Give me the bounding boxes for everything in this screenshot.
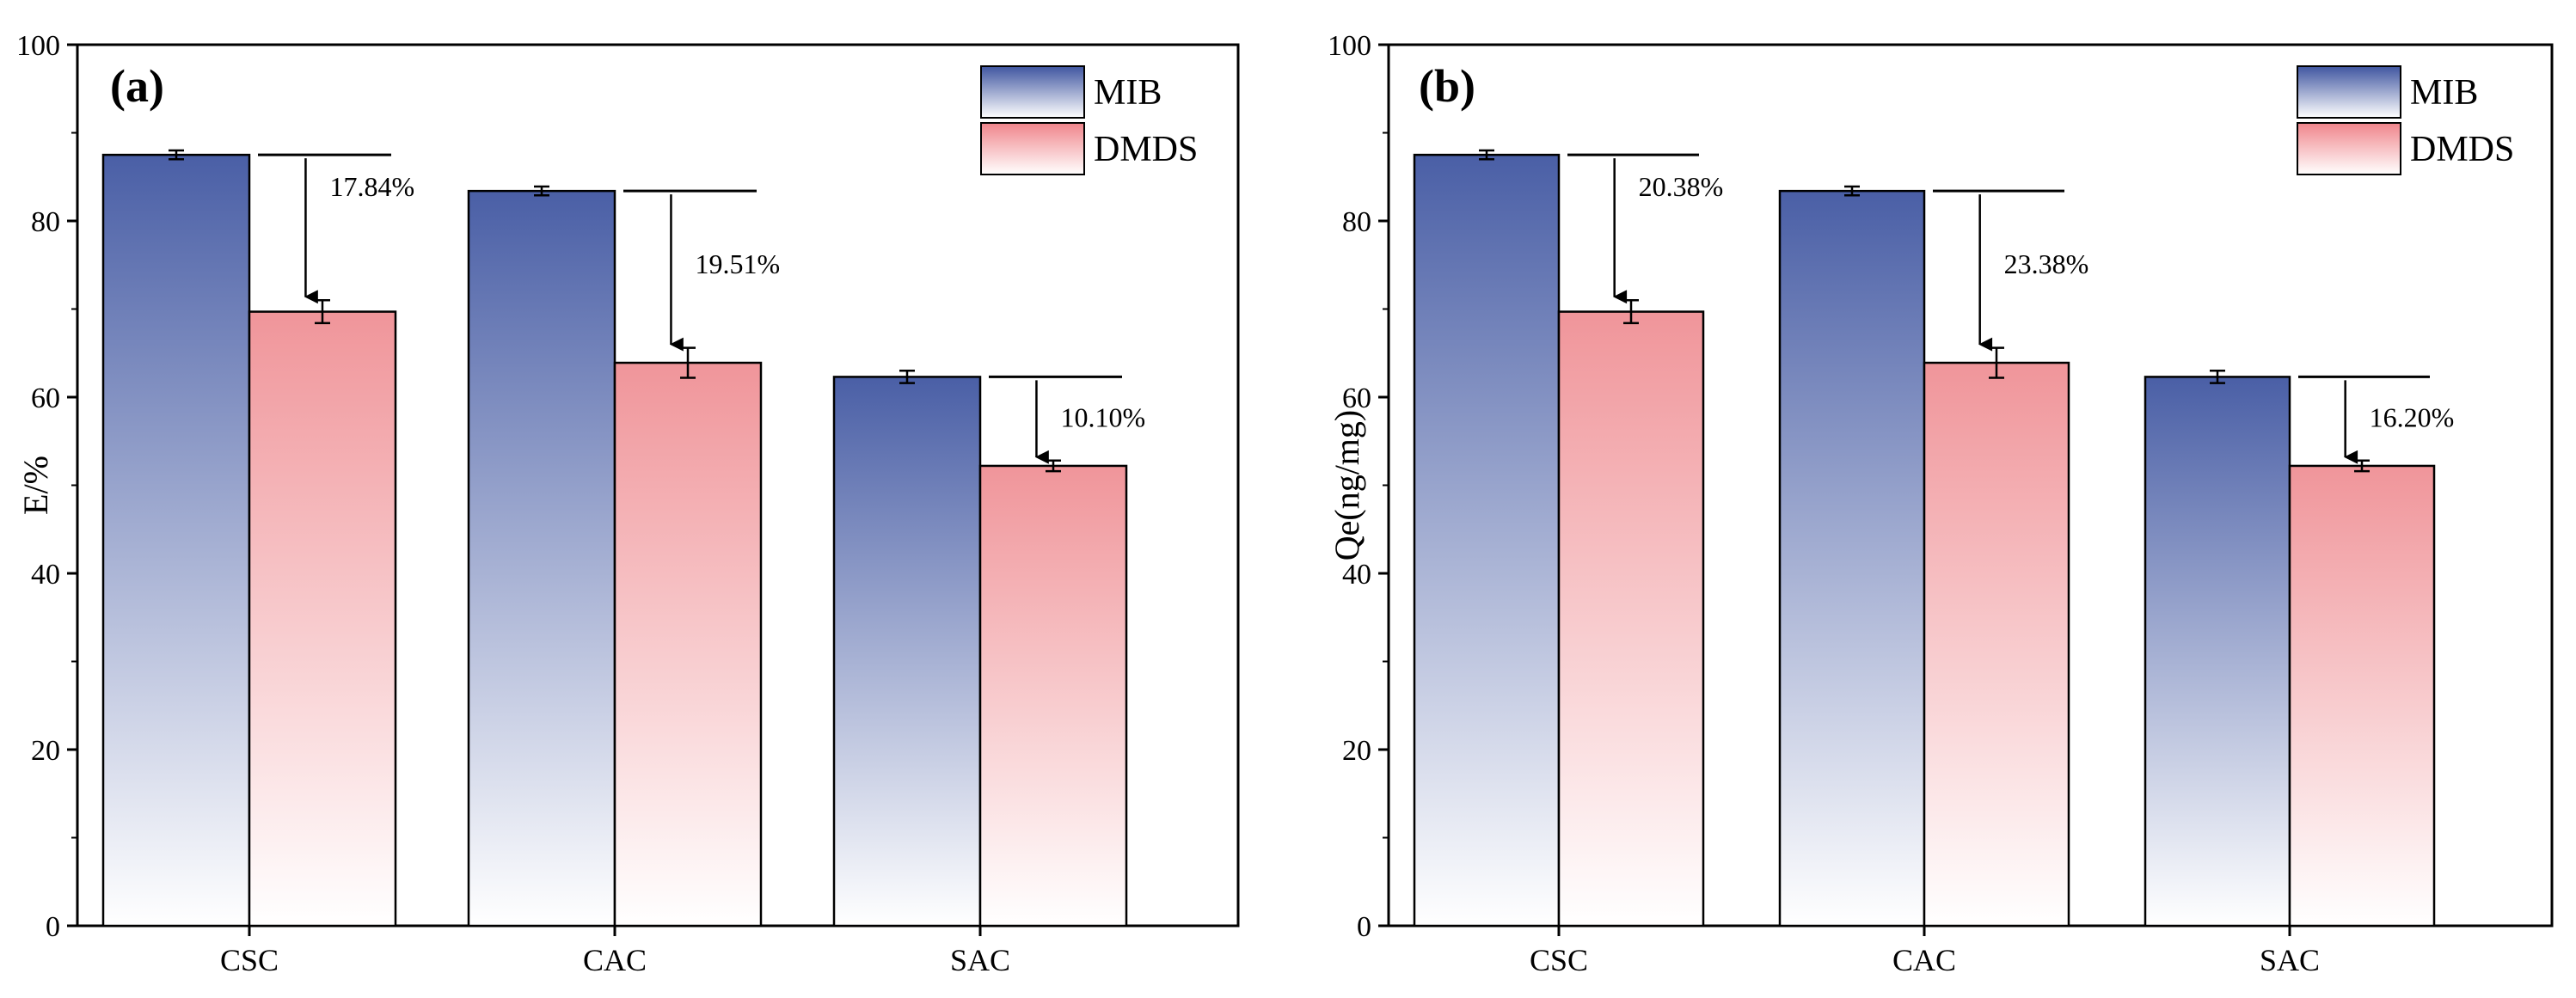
bar-dmds — [613, 361, 763, 928]
legend-label: MIB — [2410, 73, 2478, 113]
bar-mib — [1413, 153, 1561, 928]
y-tick-label: 0 — [46, 911, 60, 943]
bar-mib — [101, 153, 251, 928]
y-tick-label: 80 — [1342, 206, 1371, 238]
panel-label: (a) — [110, 60, 164, 112]
y-tick-label: 20 — [31, 735, 60, 767]
bar-mib — [467, 189, 616, 928]
reduction-label: 16.20% — [2370, 401, 2455, 432]
reduction-label: 19.51% — [695, 248, 780, 279]
legend-label: MIB — [1094, 73, 1162, 113]
legend-swatch-dmds — [980, 122, 1085, 175]
legend-swatch-mib — [2297, 65, 2401, 119]
legend: MIB DMDS — [980, 65, 1198, 175]
reduction-label: 23.38% — [2004, 248, 2089, 279]
bar-dmds — [1923, 361, 2070, 928]
x-tick-label: CAC — [1892, 943, 1956, 977]
y-tick-label: 40 — [31, 559, 60, 591]
y-axis-label: Qe(ng/mg) — [1328, 410, 1366, 561]
reduction-label: 10.10% — [1060, 401, 1145, 432]
y-tick-label: 20 — [1342, 735, 1371, 767]
reduction-label: 17.84% — [329, 171, 414, 202]
x-tick-label: CAC — [583, 943, 647, 977]
y-tick-label: 60 — [1342, 383, 1371, 414]
legend-label: DMDS — [2410, 130, 2514, 169]
reduction-label: 20.38% — [1639, 171, 1724, 202]
x-tick-label: SAC — [2260, 943, 2320, 977]
bar-dmds — [978, 464, 1128, 928]
legend-swatch-mib — [980, 65, 1085, 119]
y-tick-label: 100 — [1328, 30, 1371, 62]
y-tick-label: 0 — [1357, 911, 1371, 943]
y-tick-label: 100 — [16, 30, 60, 62]
y-tick-label: 80 — [31, 206, 60, 238]
chart-panel-b: 0 20 40 60 80 100 Qe(ng/mg) (b) CSC 20.38% CAC 23.3… — [1328, 30, 2554, 977]
bar-dmds — [248, 310, 397, 928]
bar-mib — [1778, 189, 1926, 928]
y-axis-label: E/% — [16, 456, 55, 515]
x-tick-label: CSC — [220, 943, 279, 977]
bar-mib — [832, 376, 982, 928]
x-tick-label: CSC — [1530, 943, 1588, 977]
y-tick-label: 40 — [1342, 559, 1371, 591]
legend-label: DMDS — [1094, 130, 1198, 169]
legend-swatch-dmds — [2297, 122, 2401, 175]
bar-dmds — [2288, 464, 2436, 928]
y-tick-label: 60 — [31, 383, 60, 414]
x-tick-label: SAC — [950, 943, 1010, 977]
bar-dmds — [1557, 310, 1705, 928]
legend: MIB DMDS — [2297, 65, 2514, 175]
panel-label: (b) — [1419, 60, 1475, 112]
chart-panel-a: 0 20 40 60 80 100 E/% (a) CSC 17.84% CAC 19.51% SAC 1… — [16, 30, 1240, 977]
bar-mib — [2144, 376, 2291, 928]
